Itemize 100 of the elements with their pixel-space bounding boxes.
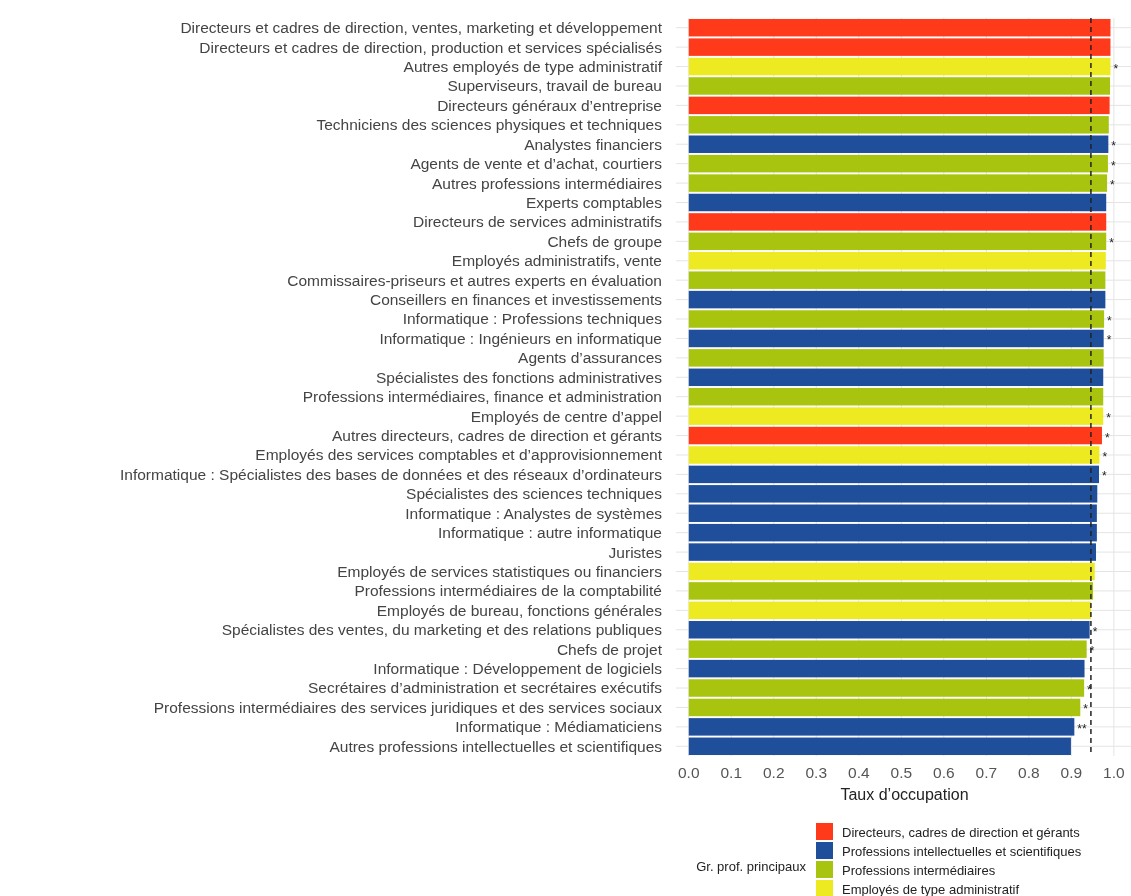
x-tick-label: 0.3	[805, 764, 828, 781]
x-tick-label: 0.1	[720, 764, 743, 781]
bar	[688, 679, 1085, 697]
y-tick-label: Analystes financiers	[524, 135, 663, 153]
y-tick-label: Autres professions intellectuelles et scientifiques	[329, 737, 663, 755]
annotation: *	[1104, 430, 1110, 445]
x-tick-label: 0.4	[848, 764, 870, 781]
y-tick-label: Autres directeurs, cadres de direction et gérants	[332, 426, 663, 444]
x-tick-label: 1.0	[1103, 764, 1126, 781]
annotation: *	[1111, 139, 1117, 154]
annotation: **	[1077, 721, 1087, 736]
y-tick-label: Directeurs de services administratifs	[413, 213, 663, 231]
legend-label: Professions intermédiaires	[842, 862, 996, 878]
y-tick-label: Agents d’assurances	[518, 349, 663, 367]
annotation: *	[1107, 314, 1113, 329]
bar	[688, 290, 1106, 309]
x-axis-title: Taux d’occupation	[840, 786, 969, 803]
x-tick-label: 0.2	[763, 764, 785, 781]
bar	[688, 77, 1111, 95]
bar	[688, 213, 1107, 231]
y-tick-label: Superviseurs, travail de bureau	[447, 77, 662, 95]
y-tick-label: Chefs de groupe	[547, 232, 662, 250]
bar	[688, 601, 1091, 620]
annotation: *	[1083, 702, 1089, 717]
y-tick-label: Employés des services comptables et d’approvisionnement	[255, 446, 663, 464]
y-tick-label: Conseillers en finances et investissements	[369, 291, 663, 309]
y-tick-label: Directeurs généraux d’entreprise	[437, 96, 662, 114]
annotation: *	[1109, 236, 1115, 251]
legend-label: Directeurs, cadres de direction et gérants	[842, 824, 1081, 840]
y-tick-label: Chefs de projet	[556, 640, 663, 658]
annotation: *	[1102, 449, 1108, 464]
y-tick-label: Informatique : Analystes de systèmes	[405, 504, 663, 522]
bar	[688, 446, 1100, 464]
bar	[688, 582, 1094, 600]
bar	[688, 523, 1097, 542]
y-tick-label: Techniciens des sciences physiques et techniques	[316, 116, 663, 134]
bar	[688, 329, 1104, 348]
bar	[688, 718, 1075, 736]
bar	[688, 193, 1107, 212]
y-tick-label: Informatique : Spécialistes des bases de données et des réseaux d’ordinateurs	[120, 465, 663, 483]
bar	[688, 698, 1081, 717]
x-tick-label: 0.9	[1060, 764, 1083, 781]
y-tick-label: Directeurs et cadres de direction, ventes, marketing et développement	[180, 19, 663, 37]
bar	[688, 368, 1104, 387]
y-tick-label: Professions intermédiaires des services juridiques et des services sociaux	[153, 698, 663, 716]
y-tick-label: Employés administratifs, vente	[451, 252, 662, 270]
x-tick-label: 0.8	[1018, 764, 1040, 781]
bar	[688, 640, 1087, 658]
bar	[688, 465, 1099, 484]
y-tick-label: Employés de centre d’appel	[470, 407, 662, 425]
bar	[688, 562, 1095, 581]
bar	[688, 426, 1102, 445]
y-tick-label: Experts comptables	[525, 193, 663, 211]
bar	[688, 659, 1085, 678]
bar	[688, 407, 1104, 425]
bar	[688, 57, 1111, 76]
bar	[688, 154, 1108, 173]
y-tick-label: Directeurs et cadres de direction, production et services spécialisés	[199, 38, 663, 56]
bar	[688, 737, 1071, 756]
annotation: *	[1106, 333, 1112, 348]
bar	[688, 38, 1111, 56]
x-tick-label: 0.0	[677, 764, 700, 781]
annotation: *	[1113, 61, 1119, 76]
bar	[688, 174, 1108, 192]
y-tick-label: Secrétaires d’administration et secrétaires exécutifs	[307, 679, 663, 697]
y-tick-label: Autres employés de type administratif	[403, 57, 663, 75]
bar	[688, 252, 1106, 270]
annotation: *	[1087, 683, 1093, 698]
annotation: *	[1089, 644, 1095, 659]
bar	[688, 349, 1104, 367]
y-tick-label: Professions intermédiaires, finance et administration	[302, 388, 662, 406]
y-tick-label: Informatique : Médiamaticiens	[455, 718, 663, 736]
y-tick-label: Commissaires-priseurs et autres experts en évaluation	[287, 271, 662, 289]
annotation: *	[1110, 178, 1116, 193]
y-tick-label: Juristes	[608, 543, 663, 561]
bar	[688, 18, 1111, 37]
annotation: *	[1110, 158, 1116, 173]
bar	[688, 387, 1104, 406]
legend-title: Gr. prof. principaux	[696, 859, 807, 874]
legend-label: Employés de type administratif	[842, 881, 1020, 896]
bar	[688, 271, 1106, 289]
annotation: *	[1092, 624, 1098, 639]
x-tick-label: 0.5	[890, 764, 913, 781]
y-tick-label: Informatique : autre informatique	[437, 524, 662, 542]
bar	[688, 96, 1110, 115]
y-tick-label: Spécialistes des sciences techniques	[406, 485, 663, 503]
bar	[688, 310, 1105, 328]
bar	[688, 135, 1109, 153]
y-tick-label: Spécialistes des fonctions administratives	[375, 368, 663, 386]
y-tick-label: Spécialistes des ventes, du marketing et des relations publiques	[221, 621, 663, 639]
annotation: *	[1101, 469, 1107, 484]
annotation: *	[1106, 411, 1112, 426]
y-tick-label: Informatique : Développement de logiciels	[373, 660, 663, 678]
y-tick-label: Professions intermédiaires de la comptabilité	[354, 582, 662, 600]
bar	[688, 232, 1107, 251]
y-tick-label: Autres professions intermédiaires	[431, 174, 663, 192]
y-tick-label: Informatique : Professions techniques	[402, 310, 663, 328]
bar	[688, 543, 1097, 561]
x-tick-label: 0.7	[975, 764, 998, 781]
y-tick-label: Employés de services statistiques ou financiers	[337, 562, 663, 580]
